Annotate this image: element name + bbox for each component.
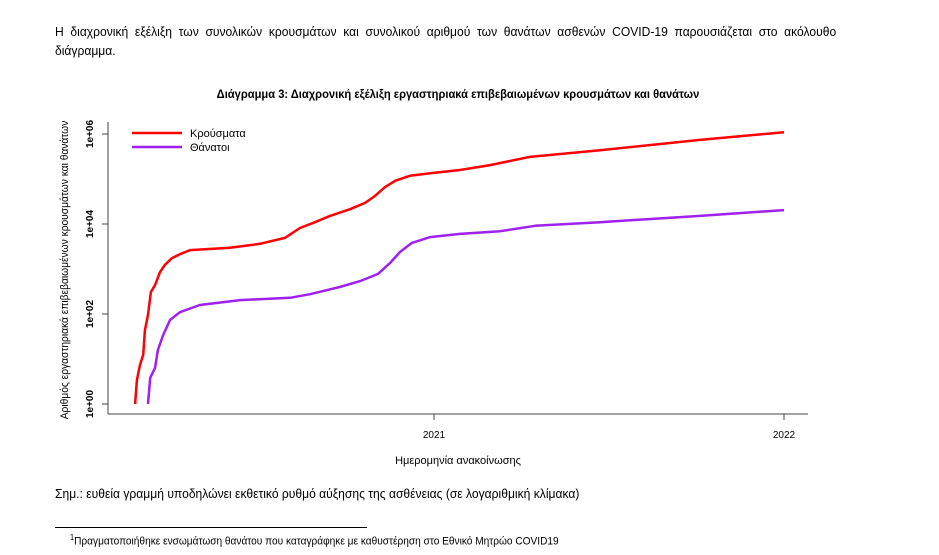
line-chart: Διάγραμμα 3: Διαχρονική εξέλιξη εργαστηρ…: [59, 89, 808, 467]
footnote: 1Πραγματοποιήθηκε ενσωμάτωση θανάτου που…: [70, 533, 559, 548]
legend-label-cases: Κρούσματα: [190, 128, 246, 140]
y-axis-label: Αριθμός εργαστηριακά επιβεβαιωμένων κρου…: [59, 121, 71, 420]
y-tick-label: 1e+00: [85, 390, 96, 419]
y-tick-label: 1e+02: [85, 300, 96, 329]
footnote-divider: [55, 527, 367, 528]
y-tick-label: 1e+06: [85, 120, 96, 149]
footnote-text: Πραγματοποιήθηκε ενσωμάτωση θανάτου που …: [74, 535, 559, 548]
x-axis-label: Ημερομηνία ανακοίνωσης: [395, 455, 521, 467]
y-tick-label: 1e+04: [85, 210, 96, 239]
intro-paragraph: Η διαχρονική εξέλιξη των συνολικών κρουσ…: [55, 24, 837, 58]
x-tick-label: 2021: [423, 430, 446, 441]
series-line-deaths: [146, 208, 785, 405]
x-tick-label: 2022: [773, 430, 796, 441]
legend-label-deaths: Θάνατοι: [190, 142, 230, 154]
footnote-marker: 1: [70, 533, 75, 542]
series-line-cases: [133, 130, 785, 405]
legend: Κρούσματα Θάνατοι: [132, 128, 246, 154]
chart-title: Διάγραμμα 3: Διαχρονική εξέλιξη εργαστηρ…: [217, 89, 700, 101]
chart-note: Σημ.: ευθεία γραμμή υποδηλώνει εκθετικό …: [55, 486, 580, 501]
